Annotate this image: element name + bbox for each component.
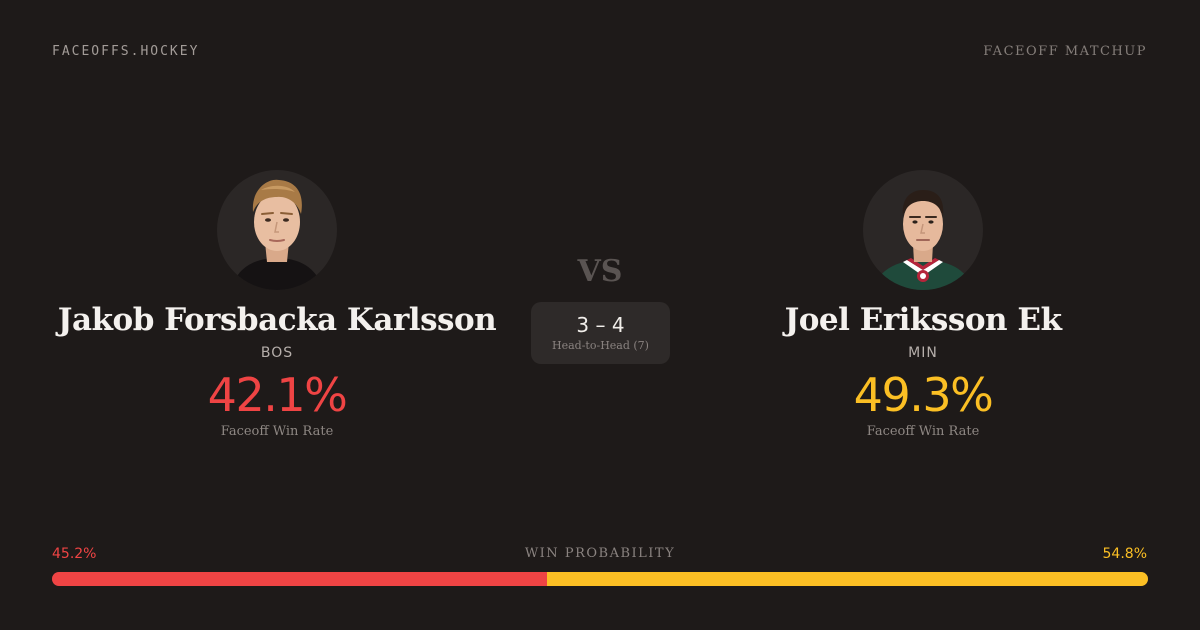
player-card-right: Joel Eriksson Ek MIN 49.3% Faceoff Win R… bbox=[683, 170, 1163, 440]
head-to-head-box: 3 – 4 Head-to-Head (7) bbox=[531, 302, 670, 364]
win-probability-title: WIN PROBABILITY bbox=[524, 546, 676, 561]
player-headshot-icon bbox=[873, 190, 973, 290]
win-probability-left: 45.2% bbox=[52, 546, 97, 562]
win-probability-bar bbox=[52, 572, 1148, 586]
player-card-left: Jakob Forsbacka Karlsson BOS 42.1% Faceo… bbox=[37, 170, 517, 440]
win-probability-right: 54.8% bbox=[1102, 546, 1147, 562]
head-to-head-score: 3 – 4 bbox=[576, 313, 625, 337]
win-probability-bar-right bbox=[547, 572, 1148, 586]
win-probability-bar-left bbox=[52, 572, 548, 586]
head-to-head-label: Head-to-Head (7) bbox=[552, 339, 649, 352]
player-avatar-left bbox=[217, 170, 337, 290]
player-headshot-icon bbox=[231, 179, 323, 290]
player-avatar-right bbox=[863, 170, 983, 290]
player-name-right[interactable]: Joel Eriksson Ek bbox=[784, 302, 1062, 338]
faceoff-rate-left: 42.1% bbox=[207, 368, 348, 422]
faceoff-rate-right: 49.3% bbox=[853, 368, 994, 422]
faceoff-rate-label-left: Faceoff Win Rate bbox=[220, 424, 334, 439]
versus-label: VS bbox=[577, 254, 623, 289]
faceoff-rate-label-right: Faceoff Win Rate bbox=[866, 424, 980, 439]
team-abbr-right: MIN bbox=[908, 345, 938, 361]
page-section-label: FACEOFF MATCHUP bbox=[983, 44, 1147, 59]
team-abbr-left: BOS bbox=[260, 345, 294, 361]
player-name-left[interactable]: Jakob Forsbacka Karlsson bbox=[57, 302, 497, 338]
site-brand[interactable]: FACEOFFS.HOCKEY bbox=[52, 44, 200, 59]
